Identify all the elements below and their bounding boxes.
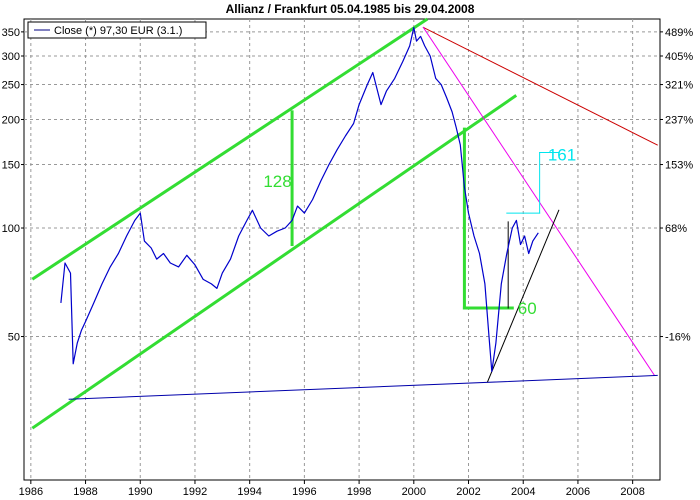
x-tick-label: 2008 xyxy=(620,486,644,498)
close-price-line xyxy=(60,26,539,373)
x-tick-label: 1994 xyxy=(237,486,261,498)
x-tick-label: 1986 xyxy=(19,486,43,498)
y-tick-label-left: 150 xyxy=(2,160,20,172)
axes: 1986 1988 1990 1992 1994 1996 1998 2000 2002 2004… xyxy=(2,27,694,498)
annotations: 128 60 161 xyxy=(263,145,576,318)
annotation-label: 161 xyxy=(548,145,576,164)
y-tick-label-left: 200 xyxy=(2,114,20,126)
x-tick-label: 1998 xyxy=(347,486,371,498)
y-tick-label-right: 489% xyxy=(665,27,693,39)
chart-title: Allianz / Frankfurt 05.04.1985 bis 29.04… xyxy=(226,2,475,16)
y-tick-label-left: 350 xyxy=(2,27,20,39)
x-tick-label: 2002 xyxy=(456,486,480,498)
y-tick-label-left: 100 xyxy=(2,223,20,235)
y-tick-label-right: -16% xyxy=(665,332,691,344)
y-tick-label-left: 300 xyxy=(2,51,20,63)
y-tick-label-right: 68% xyxy=(665,223,687,235)
annotation-label: 60 xyxy=(518,299,537,318)
x-tick-label: 1990 xyxy=(128,486,152,498)
grid xyxy=(24,19,660,480)
magenta-trend-line xyxy=(422,26,656,377)
channel-lower-line xyxy=(31,94,518,430)
legend: Close (*) 97,30 EUR (3.1.) xyxy=(27,21,207,39)
y-tick-label-right: 153% xyxy=(665,160,693,172)
y-tick-label-left: 250 xyxy=(2,80,20,92)
y-tick-label-right: 405% xyxy=(665,51,693,63)
blue-support-line xyxy=(68,374,658,400)
legend-box xyxy=(27,21,207,39)
plot-frame xyxy=(23,18,661,481)
x-tick-label: 1988 xyxy=(73,486,97,498)
trend-lines xyxy=(31,17,658,430)
price-series-layer xyxy=(60,26,539,373)
black-uptrend-line xyxy=(487,209,560,383)
x-tick-label: 1996 xyxy=(292,486,316,498)
y-tick-label-right: 237% xyxy=(665,114,693,126)
x-tick-label: 1992 xyxy=(183,486,207,498)
y-tick-label-left: 50 xyxy=(8,332,20,344)
y-tick-label-right: 321% xyxy=(665,80,693,92)
x-tick-label: 2004 xyxy=(511,486,535,498)
channel-upper-line xyxy=(31,17,429,281)
x-tick-label: 2006 xyxy=(566,486,590,498)
x-tick-label: 2000 xyxy=(402,486,426,498)
red-trend-line xyxy=(422,26,658,146)
legend-label: Close (*) 97,30 EUR (3.1.) xyxy=(54,25,182,37)
annotation-label: 128 xyxy=(263,172,291,191)
